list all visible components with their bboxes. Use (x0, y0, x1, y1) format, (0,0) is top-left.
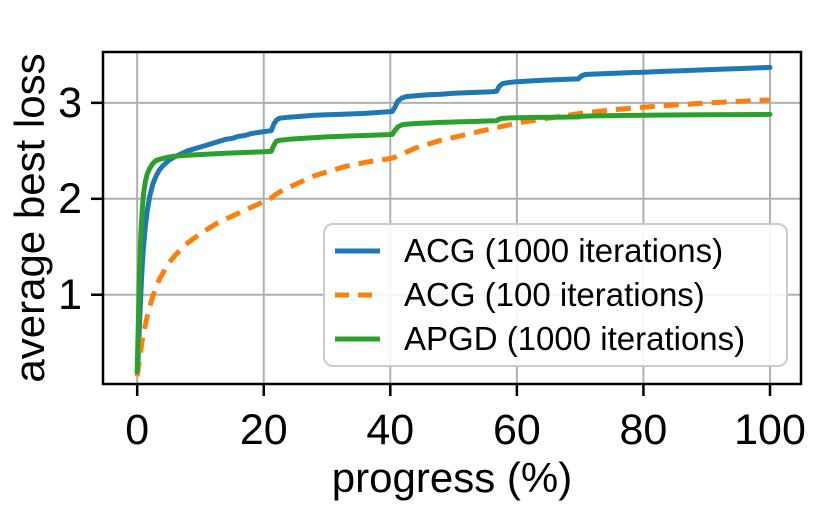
legend-item-acg-100: ACG (100 iterations) (335, 273, 780, 317)
legend-label: ACG (100 iterations) (404, 276, 705, 313)
x-tick-label: 20 (239, 406, 288, 454)
x-tick-label: 100 (734, 406, 806, 454)
y-tick-label: 3 (58, 78, 82, 127)
x-tick-label: 0 (125, 406, 150, 454)
x-tick-label: 40 (366, 406, 415, 454)
y-tick-label: 2 (58, 174, 82, 223)
x-axis-label: progress (%) (331, 454, 573, 501)
legend-label: APGD (1000 iterations) (404, 320, 746, 357)
series-line-2 (134, 111, 773, 374)
legend-line-swatch-dashed (335, 292, 380, 298)
legend-label: ACG (1000 iterations) (404, 232, 724, 269)
series-line-1 (134, 97, 771, 377)
legend-line-swatch-solid (335, 336, 380, 342)
legend: ACG (1000 iterations) ACG (100 iteration… (323, 223, 788, 367)
legend-item-acg-1000: ACG (1000 iterations) (335, 229, 780, 273)
x-tick-label: 80 (619, 406, 668, 454)
series-line-0 (134, 64, 773, 376)
y-tick-label: 1 (58, 270, 82, 319)
legend-item-apgd-1000: APGD (1000 iterations) (335, 317, 780, 361)
plot-frame (101, 50, 803, 386)
x-tick-label: 60 (492, 406, 541, 454)
legend-line-swatch-solid (335, 248, 380, 254)
